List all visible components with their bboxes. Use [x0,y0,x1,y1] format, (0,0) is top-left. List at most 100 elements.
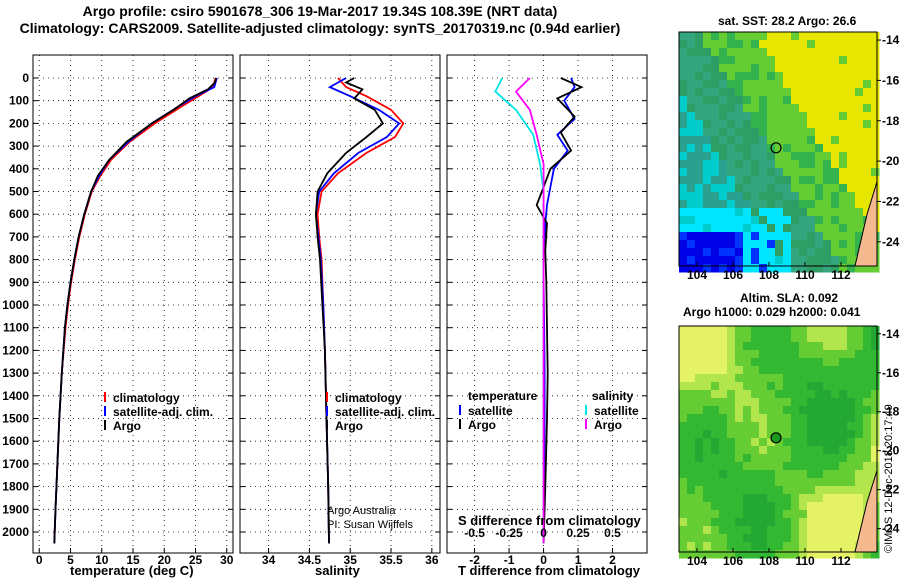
map-cell [847,326,856,335]
map-cell [815,168,824,177]
map-cell [679,152,688,161]
map-cell [791,256,800,265]
map-cell [847,494,856,503]
map-cell [783,184,792,193]
map-cell [751,168,760,177]
map-cell [719,112,728,121]
map-cell [799,88,808,97]
map-cell [855,550,864,559]
map-cell [687,192,696,201]
map-cell [823,494,832,503]
map-cell [799,56,808,65]
map-cell [847,104,856,113]
map-cell [703,192,712,201]
map-cell [815,510,824,519]
map-cell [679,358,688,367]
map-cell [839,216,848,225]
map-cell [735,526,744,535]
map-cell [679,64,688,73]
map-cell [687,104,696,113]
map-cell [831,168,840,177]
map-cell [815,216,824,225]
map-cell [679,232,688,241]
map-cell [695,208,704,217]
map-cell [687,72,696,81]
map-cell [735,80,744,89]
map-cell [687,264,696,273]
map-cell [791,104,800,113]
map-cell [855,136,864,145]
map-cell [815,232,824,241]
map-cell [735,454,744,463]
map-cell [719,414,728,423]
map-cell [839,176,848,185]
map-cell [783,518,792,527]
map-cell [767,526,776,535]
map-cell [783,80,792,89]
map-cell [703,390,712,399]
map-cell [767,184,776,193]
map-cell [695,256,704,265]
map-cell [719,326,728,335]
x-tick-label: 10 [95,553,109,567]
map-cell [759,358,768,367]
map-cell [679,422,688,431]
series-line-argo [53,77,217,544]
map-cell [807,120,816,129]
map-cell [855,144,864,153]
map-cell [807,136,816,145]
map-cell [711,438,720,447]
map-cell [735,72,744,81]
map-cell [719,494,728,503]
map-cell [719,374,728,383]
map-cell [847,510,856,519]
map-cell [815,406,824,415]
map-cell [855,390,864,399]
map-cell [759,104,768,113]
map-cell [823,56,832,65]
map-cell [831,414,840,423]
map-cell [855,240,864,249]
map-cell [679,406,688,415]
map-cell [823,176,832,185]
map-cell [775,326,784,335]
map-cell [711,184,720,193]
map-cell [767,240,776,249]
map-cell [839,382,848,391]
map-cell [831,478,840,487]
map-cell [807,542,816,551]
map-cell [823,326,832,335]
map-cell [831,526,840,535]
map-cell [839,334,848,343]
map-cell [687,120,696,129]
y-tick-label: 1600 [2,434,29,448]
map-cell [799,462,808,471]
map-cell [695,104,704,113]
map-cell [831,454,840,463]
map-cell [799,526,808,535]
map-cell [855,176,864,185]
map-cell [847,518,856,527]
map-cell [831,216,840,225]
map-cell [807,382,816,391]
map-cell [759,454,768,463]
map-cell [719,248,728,257]
map-cell [735,342,744,351]
map-cell [847,526,856,535]
map-cell [703,398,712,407]
map-cell [687,326,696,335]
map-cell [871,342,880,351]
map-cell [719,462,728,471]
map-cell [847,128,856,137]
map-cell [839,542,848,551]
map-cell [791,366,800,375]
map-cell [823,184,832,193]
map-cell [791,224,800,233]
map-cell [823,96,832,105]
map-cell [815,200,824,209]
map-cell [679,334,688,343]
map-cell [807,454,816,463]
map-cell [791,406,800,415]
map-cell [767,366,776,375]
map-x-tick-label: 104 [687,268,707,282]
